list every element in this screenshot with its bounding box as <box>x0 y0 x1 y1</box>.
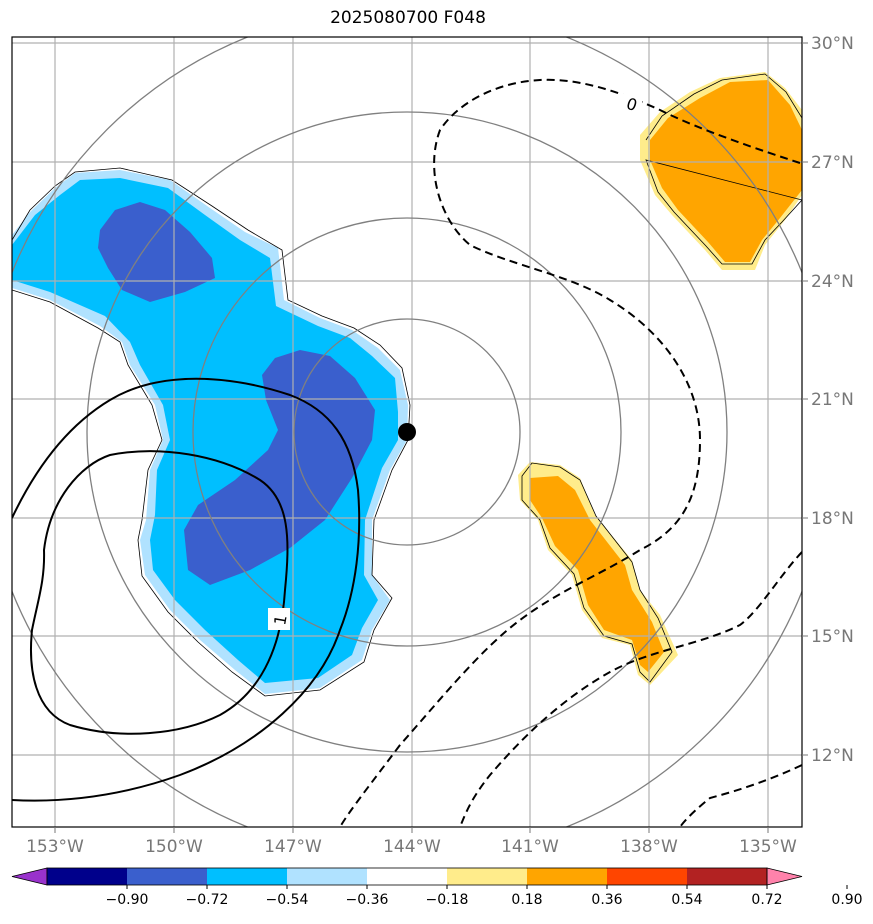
colorbar-segment <box>447 868 528 885</box>
longitude-labels: 153°W 150°W 147°W 144°W 141°W 138°W 135°… <box>26 837 797 857</box>
colorbar-segment <box>207 868 288 885</box>
colorbar-label: −0.72 <box>186 892 229 908</box>
lon-label: 150°W <box>145 837 203 857</box>
map-frame <box>11 36 803 828</box>
shade-outline-lower-right <box>521 462 673 683</box>
lon-label: 135°W <box>739 837 797 857</box>
dashed-contour-upper <box>339 78 801 827</box>
range-rings <box>12 37 802 827</box>
axis-ticks <box>54 42 808 833</box>
contour-label-1: 1 <box>270 613 290 626</box>
colorbar-label: 0.90 <box>831 892 862 908</box>
dashed-contours <box>339 78 802 827</box>
colorbar-segment <box>607 868 688 885</box>
shade-dark-blue-lower <box>184 350 375 585</box>
colorbar-label: 0.72 <box>751 892 782 908</box>
colorbar-label: −0.54 <box>266 892 309 908</box>
shade-orange-upper-right <box>650 80 802 262</box>
colorbar-label: 0.54 <box>671 892 702 908</box>
colorbar-label: 0.18 <box>511 892 542 908</box>
dashed-contour-lower <box>459 551 802 827</box>
colorbar-label: −0.36 <box>346 892 389 908</box>
lon-label: 147°W <box>264 837 322 857</box>
contour-label-bg-1 <box>268 608 290 630</box>
colorbar-outline <box>46 867 768 886</box>
latitude-labels: 30°N 27°N 24°N 21°N 18°N 15°N 12°N <box>811 34 854 766</box>
lat-label: 18°N <box>811 509 854 529</box>
colorbar-segment <box>687 868 768 885</box>
lon-label: 141°W <box>501 837 559 857</box>
colorbar: −0.90 −0.72 −0.54 −0.36 −0.18 0.18 0.36 0.54 0.7… <box>11 867 863 908</box>
lat-label: 15°N <box>811 627 854 647</box>
shade-outline-blue <box>12 167 411 697</box>
colorbar-segment <box>527 868 608 885</box>
colorbar-segment <box>127 868 208 885</box>
shade-outline-upper-right <box>645 73 802 265</box>
colorbar-extend-high <box>766 867 803 886</box>
lon-label: 153°W <box>26 837 84 857</box>
shade-orange-lower-right <box>530 476 664 672</box>
map-layers <box>12 37 802 827</box>
contour-label-bg-0 <box>620 94 642 116</box>
colorbar-label: −0.90 <box>106 892 149 908</box>
lon-label: 144°W <box>383 837 441 857</box>
colorbar-segment <box>367 868 448 885</box>
lat-label: 30°N <box>811 34 854 54</box>
shade-blue-region <box>12 178 398 683</box>
lat-label: 12°N <box>811 746 854 766</box>
solid-contour-outer <box>30 450 289 735</box>
figure-title: 2025080700 F048 <box>330 8 486 28</box>
lat-label: 21°N <box>811 390 854 410</box>
lon-label: 138°W <box>620 837 678 857</box>
colorbar-extend-low <box>11 867 48 886</box>
lat-label: 24°N <box>811 272 854 292</box>
colorbar-label: −0.18 <box>426 892 469 908</box>
dashed-contour-corner <box>679 764 802 827</box>
colorbar-segment <box>287 868 368 885</box>
lat-label: 27°N <box>811 153 854 173</box>
colorbar-segment <box>47 868 128 885</box>
colorbar-label: 0.36 <box>591 892 622 908</box>
solid-contour-inner <box>12 377 361 802</box>
storm-center-marker <box>398 423 416 441</box>
